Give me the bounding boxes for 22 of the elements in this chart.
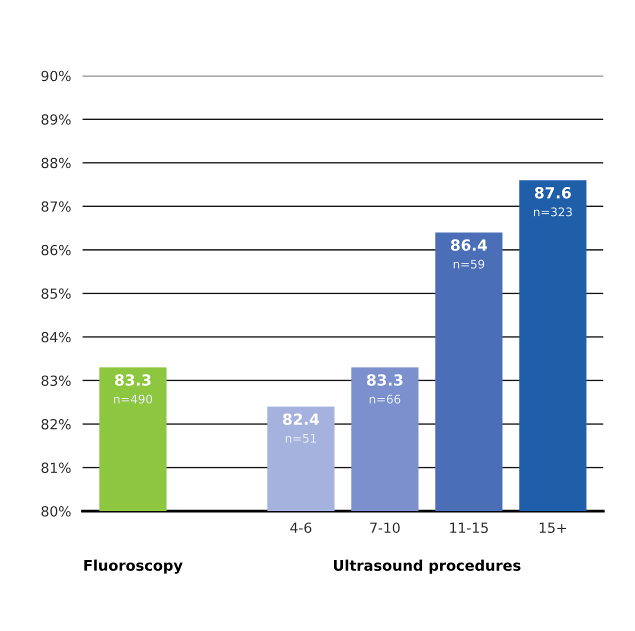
y-tick-label: 80%	[42, 506, 71, 517]
x-tick-label: 11-15	[450, 522, 488, 533]
x-tick-label: 7-10	[370, 522, 400, 533]
y-tick-label: 89%	[42, 114, 71, 125]
y-tick-label: 84%	[42, 332, 71, 342]
y-tick-label: 81%	[42, 462, 71, 474]
y-tick-label: 86%	[42, 244, 71, 256]
y-tick-label: 82%	[42, 419, 71, 430]
data-label: 87.6 n=323	[534, 187, 572, 216]
text: Fluoroscopy	[84, 560, 183, 574]
x-tick-label: 15+	[540, 522, 566, 533]
y-tick-label: 87%	[42, 201, 71, 212]
data-label: 82.4 n=51	[282, 413, 320, 443]
y-tick-label: 88%	[42, 158, 71, 168]
data-label: 86.4 n=59	[450, 239, 488, 269]
y-tick-label: 90%	[41, 70, 71, 82]
data-label: 83.3 n=490	[114, 374, 152, 404]
text: Ultrasound procedures	[334, 560, 520, 574]
data-label: 83.3 n=66	[366, 374, 403, 404]
y-tick-label: 83%	[42, 375, 71, 386]
x-tick-label: 4-6	[290, 522, 312, 533]
y-tick-label: 85%	[42, 288, 71, 299]
